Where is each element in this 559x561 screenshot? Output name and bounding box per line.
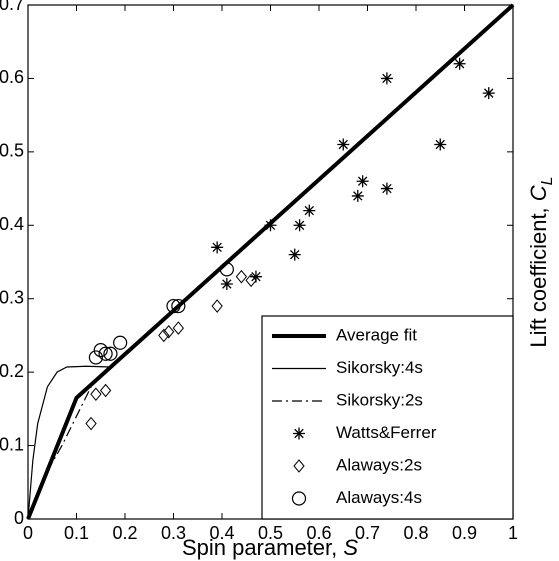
data-line xyxy=(46,386,92,472)
y-axis-label: Lift coefficient, CL xyxy=(526,176,556,347)
x-tick-label: 0.4 xyxy=(209,523,234,543)
x-tick-label: 0.5 xyxy=(258,523,283,543)
legend-label: Average fit xyxy=(336,325,417,344)
legend-label: Alaways:2s xyxy=(336,455,422,474)
legend-label: Alaways:4s xyxy=(336,488,422,507)
x-tick-label: 0.1 xyxy=(64,523,89,543)
x-tick-label: 0.7 xyxy=(355,523,380,543)
legend-box xyxy=(261,315,514,520)
x-tick-label: 0 xyxy=(23,523,33,543)
data-point xyxy=(172,321,185,335)
data-line xyxy=(26,3,515,520)
data-point xyxy=(220,278,233,291)
data-point xyxy=(103,346,118,361)
data-point xyxy=(453,57,466,70)
y-label-text: Lift coefficient, xyxy=(526,201,551,347)
y-label-subscript: L xyxy=(539,176,556,185)
data-point xyxy=(98,346,113,361)
x-label-text: Spin parameter, xyxy=(182,535,343,560)
legend-label: Sikorsky:4s xyxy=(336,358,423,377)
data-point xyxy=(337,138,350,151)
data-point xyxy=(356,175,369,188)
x-tick-label: 0.2 xyxy=(112,523,137,543)
y-label-symbol: C xyxy=(526,185,551,201)
data-point xyxy=(235,269,248,284)
data-point xyxy=(293,219,306,232)
data-line xyxy=(27,365,111,520)
x-tick-label: 0.9 xyxy=(452,523,477,543)
data-point xyxy=(219,262,234,277)
data-point xyxy=(245,273,257,288)
y-tick-label: 0.3 xyxy=(0,287,24,307)
legend-marker xyxy=(291,491,307,506)
data-point xyxy=(93,343,108,358)
data-point xyxy=(113,335,128,350)
data-point xyxy=(264,219,277,232)
legend-label: Sikorsky:2s xyxy=(336,390,423,409)
legend-marker xyxy=(293,459,305,473)
data-point xyxy=(288,248,301,261)
y-tick-label: 0.4 xyxy=(0,214,24,234)
data-point xyxy=(166,298,181,314)
y-tick-label: 0.1 xyxy=(0,434,24,454)
x-axis-label: Spin parameter, S xyxy=(182,535,358,560)
data-point xyxy=(434,138,447,151)
data-point xyxy=(211,299,223,313)
data-point xyxy=(211,241,224,254)
x-tick-label: 0.3 xyxy=(161,523,186,543)
data-point xyxy=(90,387,102,401)
y-tick-label: 0.5 xyxy=(0,141,24,161)
data-point xyxy=(380,182,393,195)
data-point xyxy=(380,72,393,85)
x-tick-label: 1 xyxy=(508,523,518,543)
data-point xyxy=(351,189,364,202)
data-point xyxy=(88,350,104,365)
data-point xyxy=(303,204,316,217)
y-tick-label: 0.6 xyxy=(0,67,24,87)
data-point xyxy=(158,328,170,343)
legend-label: Watts&Ferrer xyxy=(336,423,437,442)
legend-marker xyxy=(293,427,305,440)
y-tick-label: 0.7 xyxy=(0,0,24,14)
data-point xyxy=(85,416,97,431)
data-point xyxy=(249,270,262,283)
data-point xyxy=(482,87,495,100)
data-point xyxy=(162,324,175,339)
y-tick-label: 0 xyxy=(14,508,24,528)
x-tick-label: 0.8 xyxy=(403,523,428,543)
data-point xyxy=(99,383,112,398)
y-tick-label: 0.2 xyxy=(0,361,24,381)
data-point xyxy=(171,298,186,314)
x-tick-label: 0.6 xyxy=(306,523,331,543)
x-label-symbol: S xyxy=(343,535,358,560)
